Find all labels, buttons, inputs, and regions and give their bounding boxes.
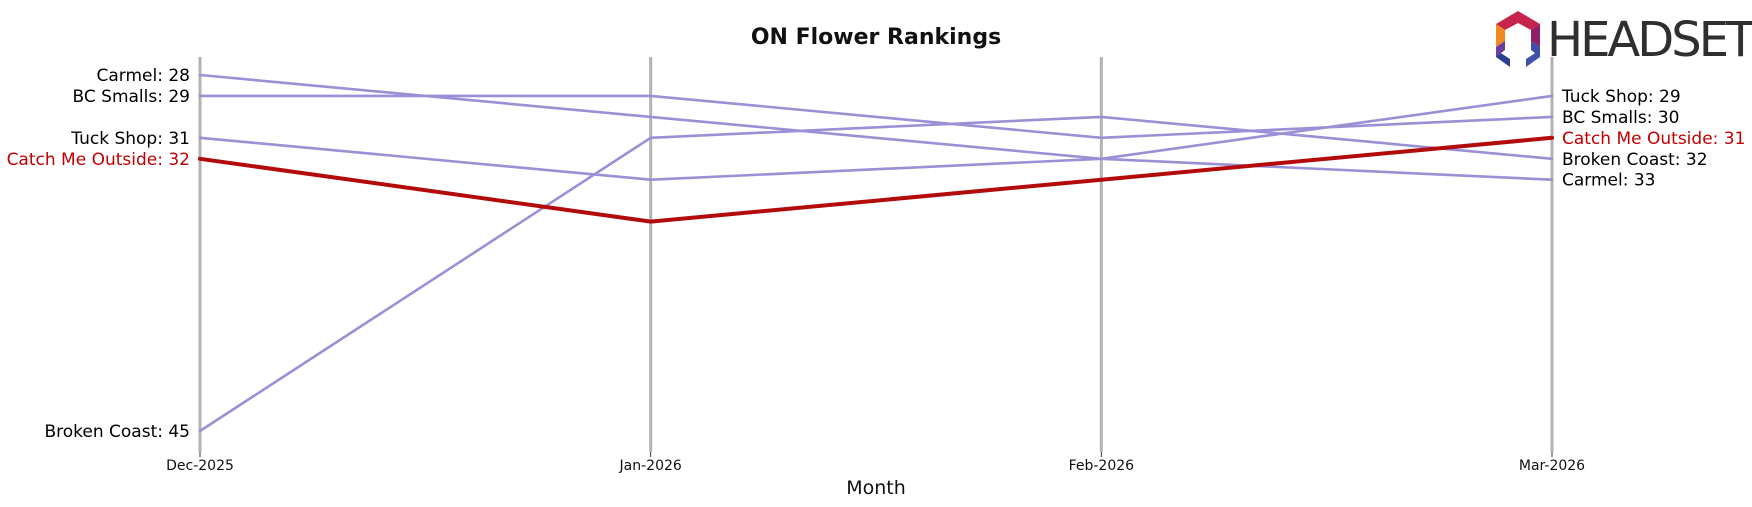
logo-text: HEADSET: [1547, 12, 1752, 68]
series-line-catch-me-outside: [198, 135, 1554, 224]
x-axis-label: Month: [846, 477, 906, 499]
right-label-bc-smalls: BC Smalls: 30: [1562, 108, 1679, 128]
left-label-catch-me-outside: Catch Me Outside: 32: [7, 150, 190, 170]
left-label-tuck-shop: Tuck Shop: 31: [70, 129, 190, 149]
right-label-broken-coast: Broken Coast: 32: [1562, 150, 1708, 170]
grid-lines: [198, 57, 1554, 452]
series-line-bc-smalls: [198, 94, 1554, 140]
left-label-carmel: Carmel: 28: [97, 66, 190, 86]
tick-label-feb-2026: Feb-2026: [1069, 458, 1135, 474]
headset-logo: HEADSET: [1496, 11, 1752, 68]
left-label-broken-coast: Broken Coast: 45: [44, 422, 190, 442]
x-axis-ticks: Dec-2025 Jan-2026 Feb-2026 Mar-2026: [166, 452, 1585, 474]
tick-label-mar-2026: Mar-2026: [1519, 458, 1585, 474]
right-label-carmel: Carmel: 33: [1562, 171, 1655, 191]
chart-title: ON Flower Rankings: [751, 25, 1001, 50]
right-label-tuck-shop: Tuck Shop: 29: [1561, 87, 1681, 107]
tick-label-jan-2026: Jan-2026: [619, 458, 682, 474]
right-label-catch-me-outside: Catch Me Outside: 31: [1562, 129, 1745, 149]
series-lines: [198, 73, 1554, 433]
tick-label-dec-2025: Dec-2025: [166, 458, 234, 474]
series-line-tuck-shop: [198, 94, 1554, 181]
headset-hexagon-logo-icon: [1496, 11, 1540, 67]
series-line-broken-coast: [198, 115, 1554, 433]
left-label-bc-smalls: BC Smalls: 29: [73, 87, 190, 107]
